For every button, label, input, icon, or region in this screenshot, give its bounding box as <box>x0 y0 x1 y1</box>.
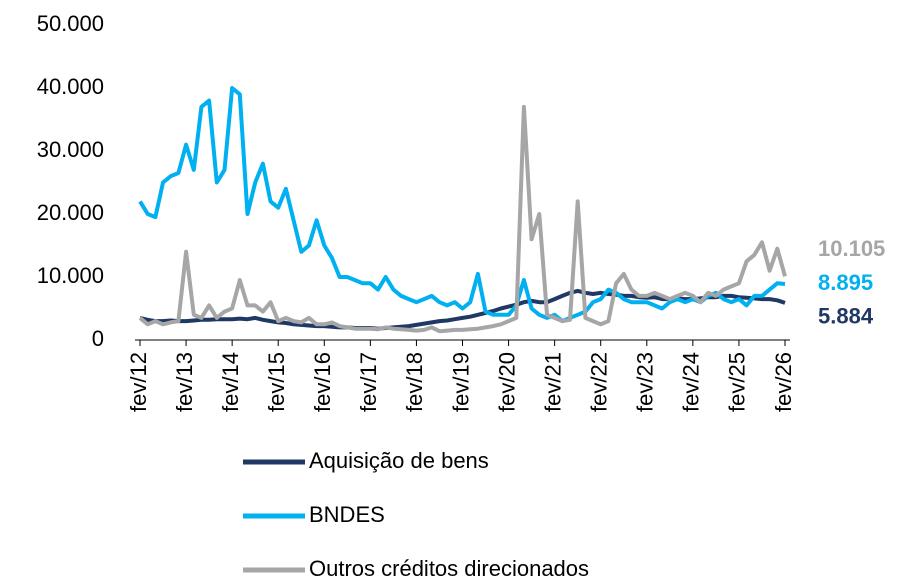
x-tick-label: fev/26 <box>771 352 796 412</box>
x-tick-label: fev/14 <box>218 352 243 412</box>
legend-label: BNDES <box>309 502 385 527</box>
series-line <box>138 104 787 334</box>
x-tick-label: fev/15 <box>264 352 289 412</box>
y-tick-label: 10.000 <box>37 263 104 288</box>
series-line <box>138 86 786 324</box>
x-tick-label: fev/19 <box>448 352 473 412</box>
x-tick-label: fev/24 <box>679 352 704 412</box>
y-tick-label: 40.000 <box>37 74 104 99</box>
x-tick-label: fev/12 <box>126 352 151 412</box>
x-tick-label: fev/17 <box>356 352 381 412</box>
x-tick-label: fev/16 <box>310 352 335 412</box>
legend-label: Aquisição de bens <box>309 448 489 473</box>
value-label: 10.105 <box>818 236 885 261</box>
y-tick-label: 0 <box>92 326 104 351</box>
x-tick-label: fev/20 <box>494 352 519 412</box>
x-tick-label: fev/21 <box>540 352 565 412</box>
x-tick-label: fev/23 <box>633 352 658 412</box>
y-tick-label: 50.000 <box>37 11 104 36</box>
x-tick-label: fev/22 <box>587 352 612 412</box>
x-tick-label: fev/18 <box>402 352 427 412</box>
legend-label: Outros créditos direcionados <box>309 556 589 580</box>
y-tick-label: 20.000 <box>37 200 104 225</box>
y-tick-label: 30.000 <box>37 137 104 162</box>
x-tick-label: fev/25 <box>725 352 750 412</box>
value-label: 5.884 <box>818 304 874 329</box>
x-tick-label: fev/13 <box>172 352 197 412</box>
value-label: 8.895 <box>818 270 873 295</box>
